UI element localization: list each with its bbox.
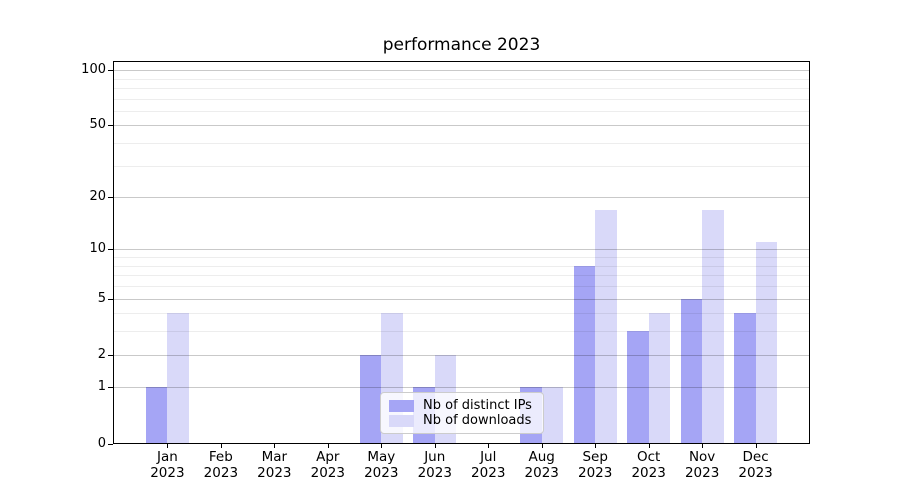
y-tick-mark <box>108 125 113 127</box>
x-tick-label: Jan 2023 <box>150 449 185 481</box>
y-tick-label: 1 <box>97 379 106 395</box>
legend-label-distinct-ips: Nb of distinct IPs <box>423 398 532 413</box>
x-tick-label: Aug 2023 <box>524 449 559 481</box>
legend-label-downloads: Nb of downloads <box>423 413 532 428</box>
bar-downloads-sep <box>595 209 617 443</box>
y-tick-label: 0 <box>97 435 106 451</box>
bar-downloads-oct <box>648 313 671 443</box>
x-tick-mark <box>220 444 222 448</box>
x-tick-label: May 2023 <box>364 449 399 481</box>
minor-gridline <box>114 110 809 112</box>
chart-title: performance 2023 <box>382 35 541 55</box>
bar-distinct-ips-jan <box>146 387 168 443</box>
x-tick-mark <box>595 444 597 448</box>
legend-row-distinct-ips: Nb of distinct IPs <box>389 399 535 413</box>
x-tick-label: Sep 2023 <box>577 449 613 481</box>
bar-distinct-ips-nov <box>680 298 703 443</box>
x-tick-label: Oct 2023 <box>631 449 666 481</box>
bar-distinct-ips-oct <box>627 331 649 443</box>
x-tick-mark <box>327 444 329 448</box>
x-tick-mark <box>381 444 383 448</box>
x-tick-mark <box>702 444 704 448</box>
bar-distinct-ips-dec <box>734 313 756 443</box>
x-tick-label: Jul 2023 <box>471 449 506 481</box>
distinct-ips-swatch <box>389 400 414 412</box>
x-tick-mark <box>648 444 650 448</box>
bar-downloads-nov <box>702 209 724 443</box>
major-gridline <box>114 298 809 300</box>
minor-gridline <box>114 257 809 259</box>
y-tick-label: 2 <box>97 346 106 362</box>
x-tick-label: Dec 2023 <box>738 449 773 481</box>
minor-gridline <box>114 165 809 167</box>
y-tick-label: 10 <box>89 241 106 257</box>
minor-gridline <box>114 275 809 277</box>
legend-row-downloads: Nb of downloads <box>389 414 535 428</box>
x-tick-mark <box>541 444 543 448</box>
minor-gridline <box>114 286 809 288</box>
major-gridline <box>114 354 809 356</box>
x-tick-mark <box>434 444 436 448</box>
minor-gridline <box>114 331 809 333</box>
y-tick-mark <box>108 298 113 300</box>
major-gridline <box>114 197 809 199</box>
y-tick-mark <box>108 197 113 199</box>
y-tick-label: 50 <box>89 117 106 133</box>
y-tick-mark <box>108 443 113 445</box>
x-tick-label: Mar 2023 <box>257 449 292 481</box>
x-tick-label: Nov 2023 <box>684 449 720 481</box>
y-tick-mark <box>108 249 113 251</box>
major-gridline <box>114 249 809 251</box>
bar-distinct-ips-sep <box>573 265 596 443</box>
y-tick-mark <box>108 70 113 72</box>
y-tick-mark <box>108 354 113 356</box>
minor-gridline <box>114 98 809 100</box>
major-gridline <box>114 387 809 389</box>
minor-gridline <box>114 265 809 267</box>
y-tick-label: 20 <box>89 189 106 205</box>
x-tick-mark <box>488 444 490 448</box>
x-tick-label: Jun 2023 <box>417 449 452 481</box>
major-gridline <box>114 70 809 72</box>
downloads-swatch <box>389 415 414 427</box>
bar-downloads-jan <box>167 313 189 443</box>
x-tick-label: Feb 2023 <box>203 449 239 481</box>
legend: Nb of distinct IPs Nb of downloads <box>380 392 544 434</box>
minor-gridline <box>114 78 809 80</box>
plot-area <box>113 61 810 444</box>
x-tick-mark <box>167 444 169 448</box>
minor-gridline <box>114 143 809 145</box>
minor-gridline <box>114 87 809 89</box>
x-tick-label: Apr 2023 <box>310 449 345 481</box>
x-tick-mark <box>755 444 757 448</box>
bar-downloads-dec <box>755 242 777 443</box>
y-tick-label: 5 <box>97 290 106 306</box>
x-tick-mark <box>274 444 276 448</box>
y-tick-mark <box>108 387 113 389</box>
y-tick-label: 100 <box>81 62 106 78</box>
bar-downloads-aug <box>541 387 564 443</box>
major-gridline <box>114 125 809 127</box>
minor-gridline <box>114 313 809 315</box>
bar-distinct-ips-may <box>359 354 382 443</box>
